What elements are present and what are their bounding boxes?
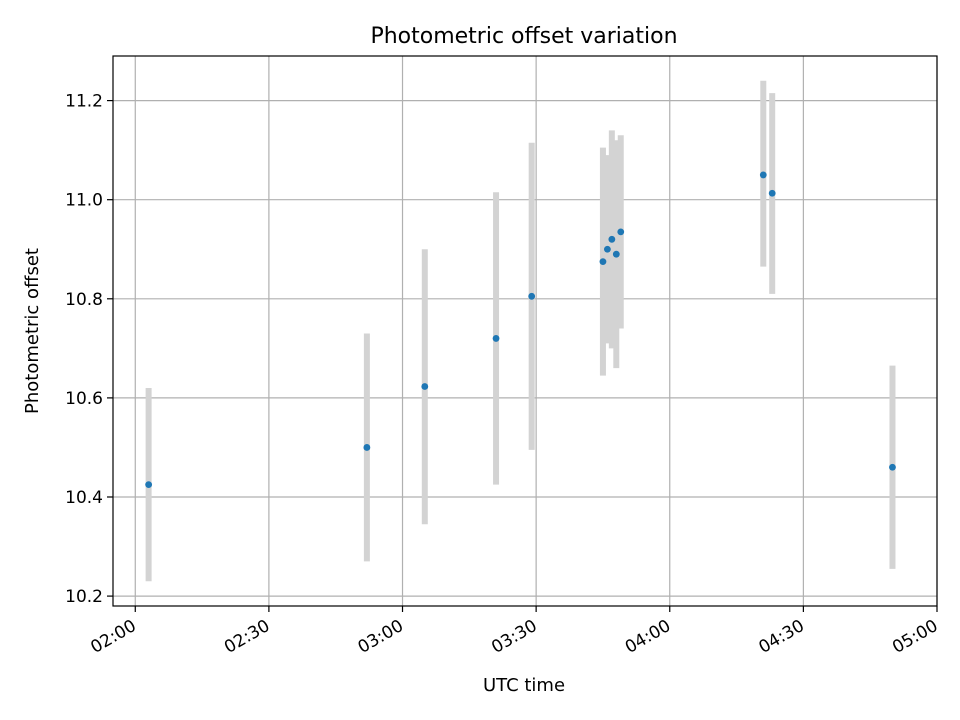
data-points [145,171,896,489]
grid [113,56,938,606]
data-point [145,481,153,489]
data-point [608,235,616,243]
data-point [768,189,776,197]
y-tick-label: 10.6 [65,389,103,409]
x-axis-label: UTC time [483,675,565,696]
data-point [599,258,607,266]
y-axis-label: Photometric offset [22,248,43,414]
chart-title: Photometric offset variation [370,24,677,49]
data-point [889,463,896,471]
y-tick-label: 10.2 [65,587,103,607]
x-tick-label: 03:30 [488,616,540,658]
x-tick-label: 02:30 [221,616,273,658]
x-tick-label: 03:00 [355,616,407,658]
data-point [759,171,767,179]
data-point [612,250,620,258]
data-point [604,245,611,253]
x-tick-label: 04:30 [755,616,807,658]
y-tick-label: 10.8 [65,290,103,310]
data-point [363,444,371,451]
plot-frame [112,55,938,607]
x-tick-label: 05:00 [889,616,941,658]
y-tick-label: 11.0 [65,191,103,211]
data-point [528,292,536,300]
data-point [617,228,625,236]
data-point [492,335,500,342]
x-tick-label: 04:00 [622,616,674,658]
y-tick-label: 11.2 [65,92,103,112]
y-tick-label: 10.4 [65,488,103,508]
plot-background [113,56,937,606]
x-tick-label: 02:00 [87,616,139,658]
data-point [421,383,429,390]
